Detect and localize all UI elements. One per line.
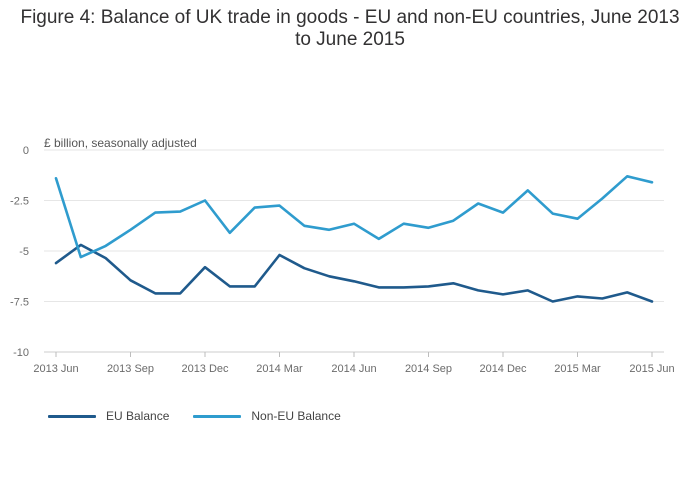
data-point-non-eu[interactable] — [549, 210, 557, 218]
data-point-eu[interactable] — [474, 286, 482, 294]
data-point-non-eu[interactable] — [300, 222, 308, 230]
data-point-eu[interactable] — [623, 288, 631, 296]
data-point-non-eu[interactable] — [151, 209, 159, 217]
x-tick-label: 2014 Jun — [331, 363, 376, 375]
data-point-non-eu[interactable] — [325, 226, 333, 234]
data-point-non-eu[interactable] — [623, 172, 631, 180]
data-point-eu[interactable] — [52, 259, 60, 267]
data-point-eu[interactable] — [648, 298, 656, 306]
data-point-eu[interactable] — [300, 264, 308, 272]
x-tick-label: 2015 Mar — [554, 363, 601, 375]
data-point-non-eu[interactable] — [102, 242, 110, 250]
data-point-eu[interactable] — [350, 277, 358, 285]
y-tick-label: -7.5 — [10, 297, 29, 309]
y-tick-label: -2.5 — [10, 196, 29, 208]
x-tick-label: 2014 Mar — [256, 363, 303, 375]
data-point-non-eu[interactable] — [375, 235, 383, 243]
data-point-eu[interactable] — [251, 282, 259, 290]
data-point-non-eu[interactable] — [499, 209, 507, 217]
data-point-eu[interactable] — [400, 283, 408, 291]
data-point-eu[interactable] — [598, 295, 606, 303]
x-tick-label: 2014 Sep — [405, 363, 452, 375]
legend-item-non-eu-balance[interactable]: Non-EU Balance — [193, 409, 341, 423]
x-tick-label: 2013 Sep — [107, 363, 154, 375]
legend-label-eu: EU Balance — [106, 409, 170, 423]
legend-swatch-non-eu — [193, 414, 242, 418]
y-tick-label: -5 — [19, 246, 29, 258]
data-point-non-eu[interactable] — [598, 195, 606, 203]
y-tick-label: -10 — [13, 347, 29, 359]
data-point-non-eu[interactable] — [176, 208, 184, 216]
data-point-eu[interactable] — [226, 282, 234, 290]
chart-title: Figure 4: Balance of UK trade in goods -… — [20, 7, 680, 50]
data-point-non-eu[interactable] — [52, 174, 60, 182]
data-point-non-eu[interactable] — [400, 220, 408, 228]
data-point-eu[interactable] — [375, 283, 383, 291]
data-point-eu[interactable] — [524, 286, 532, 294]
data-point-eu[interactable] — [574, 292, 582, 300]
x-tick-label: 2014 Dec — [479, 363, 527, 375]
data-point-eu[interactable] — [449, 279, 457, 287]
legend: EU Balance Non-EU Balance — [48, 409, 365, 423]
data-point-eu[interactable] — [102, 254, 110, 262]
data-point-non-eu[interactable] — [251, 204, 259, 212]
data-point-non-eu[interactable] — [201, 197, 209, 205]
data-point-non-eu[interactable] — [127, 226, 135, 234]
x-tick-label: 2013 Dec — [181, 363, 229, 375]
data-point-eu[interactable] — [425, 282, 433, 290]
series-line-non-eu-balance[interactable] — [54, 175, 654, 259]
data-point-eu[interactable] — [499, 290, 507, 298]
x-tick-label: 2013 Jun — [33, 363, 78, 375]
data-point-eu[interactable] — [276, 251, 284, 259]
data-point-non-eu[interactable] — [350, 220, 358, 228]
data-point-eu[interactable] — [325, 272, 333, 280]
x-tick-label: 2015 Jun — [629, 363, 674, 375]
data-point-non-eu[interactable] — [449, 217, 457, 225]
legend-swatch-eu — [48, 414, 96, 418]
data-point-eu[interactable] — [201, 263, 209, 271]
data-point-eu[interactable] — [127, 276, 135, 284]
legend-item-eu-balance[interactable]: EU Balance — [48, 409, 169, 423]
legend-label-non-eu: Non-EU Balance — [251, 409, 341, 423]
data-point-non-eu[interactable] — [276, 202, 284, 210]
data-point-eu[interactable] — [549, 298, 557, 306]
series-line-eu-balance[interactable] — [54, 243, 654, 303]
data-point-eu[interactable] — [151, 289, 159, 297]
data-point-non-eu[interactable] — [524, 186, 532, 194]
data-point-non-eu[interactable] — [648, 178, 656, 186]
data-point-eu[interactable] — [176, 289, 184, 297]
data-point-non-eu[interactable] — [574, 215, 582, 223]
data-point-non-eu[interactable] — [226, 229, 234, 237]
data-point-non-eu[interactable] — [77, 253, 85, 261]
y-tick-label: 0 — [23, 145, 29, 157]
y-axis-unit-label: £ billion, seasonally adjusted — [44, 136, 197, 150]
data-point-non-eu[interactable] — [474, 200, 482, 208]
data-point-non-eu[interactable] — [425, 224, 433, 232]
